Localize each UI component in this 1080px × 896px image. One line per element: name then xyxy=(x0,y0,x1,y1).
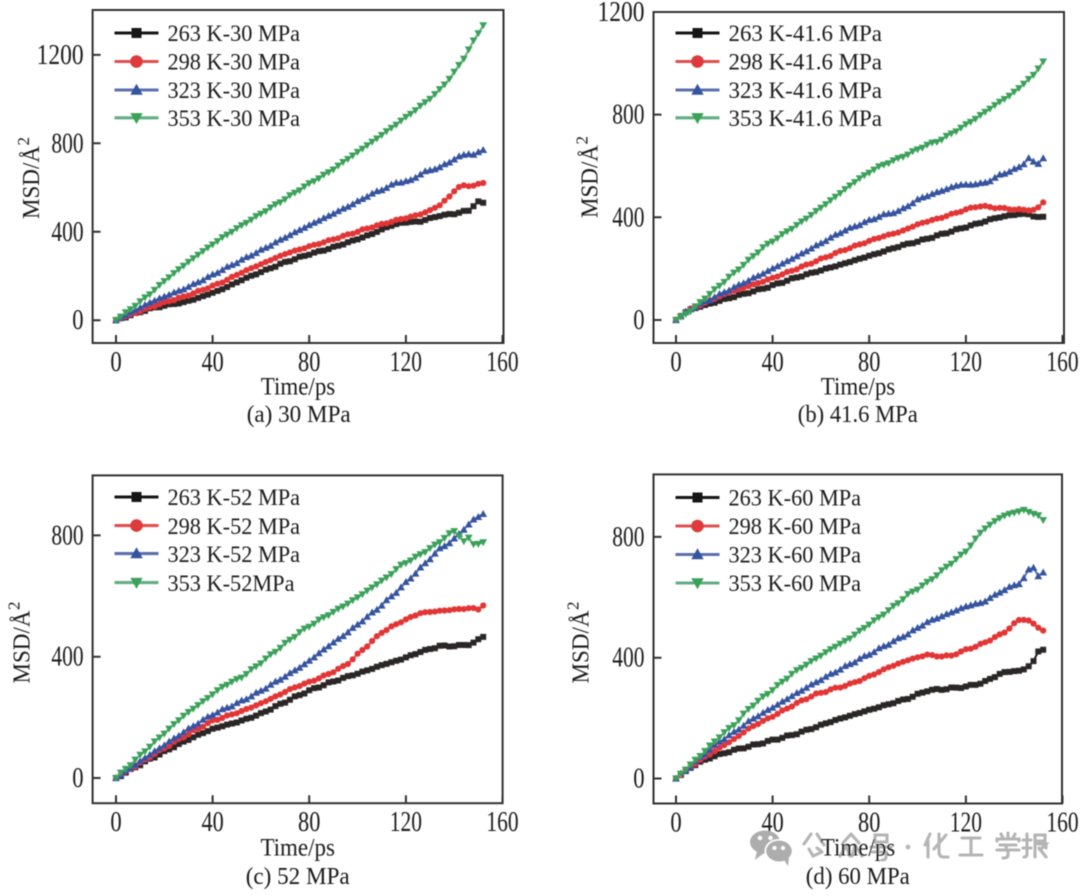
svg-text:40: 40 xyxy=(761,807,783,838)
svg-text:0: 0 xyxy=(670,347,681,378)
svg-text:353 K-30 MPa: 353 K-30 MPa xyxy=(168,106,301,131)
svg-text:0: 0 xyxy=(110,807,121,838)
svg-text:(c) 52 MPa: (c) 52 MPa xyxy=(246,864,350,890)
svg-text:298 K-60 MPa: 298 K-60 MPa xyxy=(729,514,862,539)
svg-text:0: 0 xyxy=(633,305,644,336)
svg-text:400: 400 xyxy=(612,643,644,674)
svg-text:Time/ps: Time/ps xyxy=(261,374,336,401)
svg-text:120: 120 xyxy=(950,807,982,838)
svg-text:800: 800 xyxy=(612,522,644,553)
svg-text:MSD/Å: MSD/Å xyxy=(9,610,36,683)
svg-text:MSD/Å: MSD/Å xyxy=(568,610,595,683)
svg-text:263 K-30 MPa: 263 K-30 MPa xyxy=(168,21,301,46)
svg-text:80: 80 xyxy=(298,807,320,838)
svg-text:263 K-41.6 MPa: 263 K-41.6 MPa xyxy=(729,21,883,46)
svg-text:263 K-52 MPa: 263 K-52 MPa xyxy=(168,485,301,510)
svg-text:800: 800 xyxy=(612,100,644,131)
svg-text:400: 400 xyxy=(51,642,83,673)
svg-text:800: 800 xyxy=(51,128,83,159)
svg-text:0: 0 xyxy=(110,347,121,378)
svg-text:0: 0 xyxy=(72,305,83,336)
svg-text:0: 0 xyxy=(72,763,83,794)
svg-text:400: 400 xyxy=(612,202,644,233)
svg-text:(a) 30 MPa: (a) 30 MPa xyxy=(247,402,351,428)
svg-text:MSD/Å: MSD/Å xyxy=(577,145,604,218)
svg-text:323 K-30 MPa: 323 K-30 MPa xyxy=(168,78,301,103)
svg-text:40: 40 xyxy=(201,347,223,378)
svg-text:263 K-60 MPa: 263 K-60 MPa xyxy=(729,486,862,511)
svg-text:0: 0 xyxy=(633,764,644,795)
svg-text:40: 40 xyxy=(201,807,223,838)
svg-text:80: 80 xyxy=(858,807,880,838)
svg-text:323 K-60 MPa: 323 K-60 MPa xyxy=(729,543,862,568)
svg-text:298 K-52 MPa: 298 K-52 MPa xyxy=(168,514,301,539)
svg-text:800: 800 xyxy=(51,520,83,551)
svg-text:2: 2 xyxy=(14,137,33,146)
svg-text:80: 80 xyxy=(298,347,320,378)
svg-text:Time/ps: Time/ps xyxy=(821,834,896,861)
svg-text:0: 0 xyxy=(670,807,681,838)
svg-text:40: 40 xyxy=(761,347,783,378)
svg-text:298 K-30 MPa: 298 K-30 MPa xyxy=(168,50,301,75)
svg-text:2: 2 xyxy=(564,602,583,611)
svg-text:323 K-41.6 MPa: 323 K-41.6 MPa xyxy=(729,78,883,103)
svg-text:Time/ps: Time/ps xyxy=(260,834,335,861)
svg-text:120: 120 xyxy=(950,347,982,378)
svg-text:120: 120 xyxy=(390,807,422,838)
svg-text:2: 2 xyxy=(573,136,592,145)
svg-text:323 K-52 MPa: 323 K-52 MPa xyxy=(168,542,301,567)
svg-text:160: 160 xyxy=(1046,347,1078,378)
svg-text:353 K-41.6 MPa: 353 K-41.6 MPa xyxy=(729,106,883,131)
svg-text:160: 160 xyxy=(486,807,518,838)
svg-text:(d) 60 MPa: (d) 60 MPa xyxy=(806,864,910,890)
svg-text:(b) 41.6 MPa: (b) 41.6 MPa xyxy=(798,402,918,428)
svg-text:298 K-41.6 MPa: 298 K-41.6 MPa xyxy=(729,50,883,75)
svg-text:400: 400 xyxy=(51,217,83,248)
svg-text:1200: 1200 xyxy=(598,0,645,28)
svg-text:120: 120 xyxy=(390,347,422,378)
svg-text:1200: 1200 xyxy=(37,40,84,71)
svg-text:80: 80 xyxy=(858,347,880,378)
svg-text:353 K-60 MPa: 353 K-60 MPa xyxy=(729,571,862,596)
svg-text:MSD/Å: MSD/Å xyxy=(18,146,45,219)
svg-text:160: 160 xyxy=(1046,807,1078,838)
svg-text:160: 160 xyxy=(486,347,518,378)
svg-text:2: 2 xyxy=(5,602,24,611)
svg-text:353 K-52MPa: 353 K-52MPa xyxy=(168,571,295,596)
svg-text:Time/ps: Time/ps xyxy=(821,374,896,401)
